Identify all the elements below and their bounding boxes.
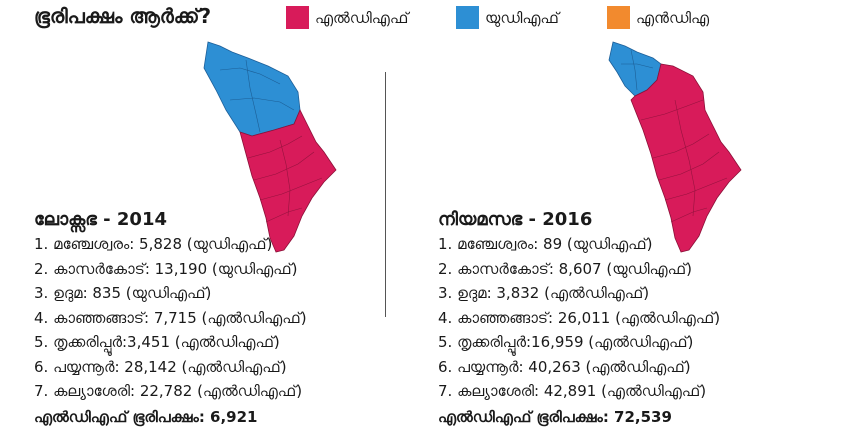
list-item: 7. കല്യാശേരി: 22,782 (എൽഡിഎഫ്) xyxy=(34,382,303,400)
list-item: 6. പയ്യന്നൂർ: 28,142 (എൽഡിഎഫ്) xyxy=(34,357,287,376)
legend-label-ldf: എൽഡിഎഫ് xyxy=(315,8,409,27)
list-item: 3. ഉദുമ: 3,832 (എൽഡിഎഫ്) xyxy=(438,284,650,302)
legend-udf: യുഡിഎഫ് xyxy=(456,6,559,29)
legend-nda: എൻഡിഎ xyxy=(607,6,709,29)
list-item: 1. മഞ്ചേശ്വരം: 89 (യുഡിഎഫ്) xyxy=(438,235,653,253)
list-item: 1. മഞ്ചേശ്വരം: 5,828 (യുഡിഎഫ്) xyxy=(34,235,273,253)
legend-ldf: എൽഡിഎഫ് xyxy=(286,6,408,29)
niyamasabha-heading: നിയമസഭ - 2016 xyxy=(438,209,593,230)
niyamasabha-majority: എൽഡിഎഫ് ഭൂരിപക്ഷം: 72,539 xyxy=(438,408,672,426)
nda-swatch xyxy=(607,6,630,29)
list-item: 6. പയ്യന്നൂർ: 40,263 (എൽഡിഎഫ്) xyxy=(438,357,691,376)
list-item: 4. കാഞ്ഞങ്ങാട്: 7,715 (എൽഡിഎഫ്) xyxy=(34,308,307,327)
page-title: ഭൂരിപക്ഷം ആർക്ക്? xyxy=(34,4,212,28)
udf-swatch xyxy=(456,6,479,29)
list-item: 7. കല്യാശേരി: 42,891 (എൽഡിഎഫ്) xyxy=(438,382,707,400)
legend-label-udf: യുഡിഎഫ് xyxy=(485,8,559,27)
list-item: 4. കാഞ്ഞങ്ങാട്: 26,011 (എൽഡിഎഫ്) xyxy=(438,308,721,327)
map-loksabha-2014 xyxy=(203,41,337,253)
loksabha-results-list: 1. മഞ്ചേശ്വരം: 5,828 (യുഡിഎഫ്) 2. കാസർകോ… xyxy=(34,232,307,404)
loksabha-majority: എൽഡിഎഫ് ഭൂരിപക്ഷം: 6,921 xyxy=(34,408,258,426)
loksabha-heading: ലോക്സഭ - 2014 xyxy=(34,209,167,230)
legend-label-nda: എൻഡിഎ xyxy=(636,8,710,27)
list-item: 3. ഉദുമ: 835 (യുഡിഎഫ്) xyxy=(34,284,212,302)
list-item: 2. കാസർകോട്: 13,190 (യുഡിഎഫ്) xyxy=(34,259,298,278)
niyamasabha-results-list: 1. മഞ്ചേശ്വരം: 89 (യുഡിഎഫ്) 2. കാസർകോട്:… xyxy=(438,232,720,404)
ldf-swatch xyxy=(286,6,309,29)
map-niyamasabha-2016 xyxy=(608,41,742,253)
list-item: 2. കാസർകോട്: 8,607 (യുഡിഎഫ്) xyxy=(438,259,692,278)
list-item: 5. തൃക്കരിപ്പൂർ:16,959 (എൽഡിഎഫ്) xyxy=(438,333,694,351)
column-divider xyxy=(385,72,386,317)
list-item: 5. തൃക്കരിപ്പൂർ:3,451 (എൽഡിഎഫ്) xyxy=(34,333,280,351)
